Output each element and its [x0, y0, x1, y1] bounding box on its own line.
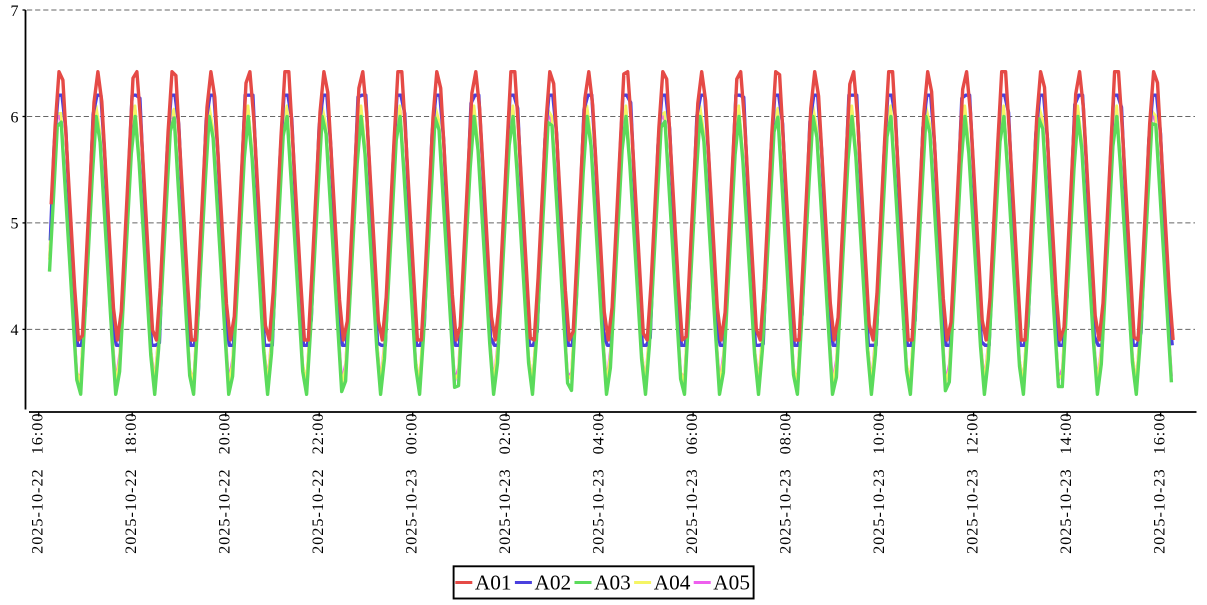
- svg-text:2025-10-2216:00: 2025-10-2216:00: [29, 413, 47, 554]
- svg-text:2025-10-2312:00: 2025-10-2312:00: [964, 413, 982, 554]
- svg-text:A03: A03: [594, 570, 631, 594]
- svg-text:2025-10-2222:00: 2025-10-2222:00: [309, 413, 327, 554]
- svg-text:2025-10-2220:00: 2025-10-2220:00: [216, 413, 234, 554]
- svg-text:2025-10-2314:00: 2025-10-2314:00: [1057, 413, 1075, 554]
- svg-text:2025-10-2308:00: 2025-10-2308:00: [777, 413, 795, 554]
- svg-text:5: 5: [11, 216, 19, 233]
- svg-text:2025-10-2306:00: 2025-10-2306:00: [683, 413, 701, 554]
- svg-text:2025-10-2316:00: 2025-10-2316:00: [1151, 413, 1169, 554]
- svg-text:A01: A01: [475, 570, 512, 594]
- svg-text:2025-10-2304:00: 2025-10-2304:00: [590, 413, 608, 554]
- svg-text:2025-10-2218:00: 2025-10-2218:00: [122, 413, 140, 554]
- svg-text:2025-10-2310:00: 2025-10-2310:00: [870, 413, 888, 554]
- svg-text:6: 6: [11, 109, 19, 126]
- svg-text:A02: A02: [535, 570, 572, 594]
- svg-text:2025-10-2302:00: 2025-10-2302:00: [496, 413, 514, 554]
- svg-text:A05: A05: [713, 570, 750, 594]
- svg-text:4: 4: [11, 322, 19, 339]
- svg-text:7: 7: [11, 3, 19, 20]
- svg-text:2025-10-2300:00: 2025-10-2300:00: [403, 413, 421, 554]
- svg-text:A04: A04: [654, 570, 691, 594]
